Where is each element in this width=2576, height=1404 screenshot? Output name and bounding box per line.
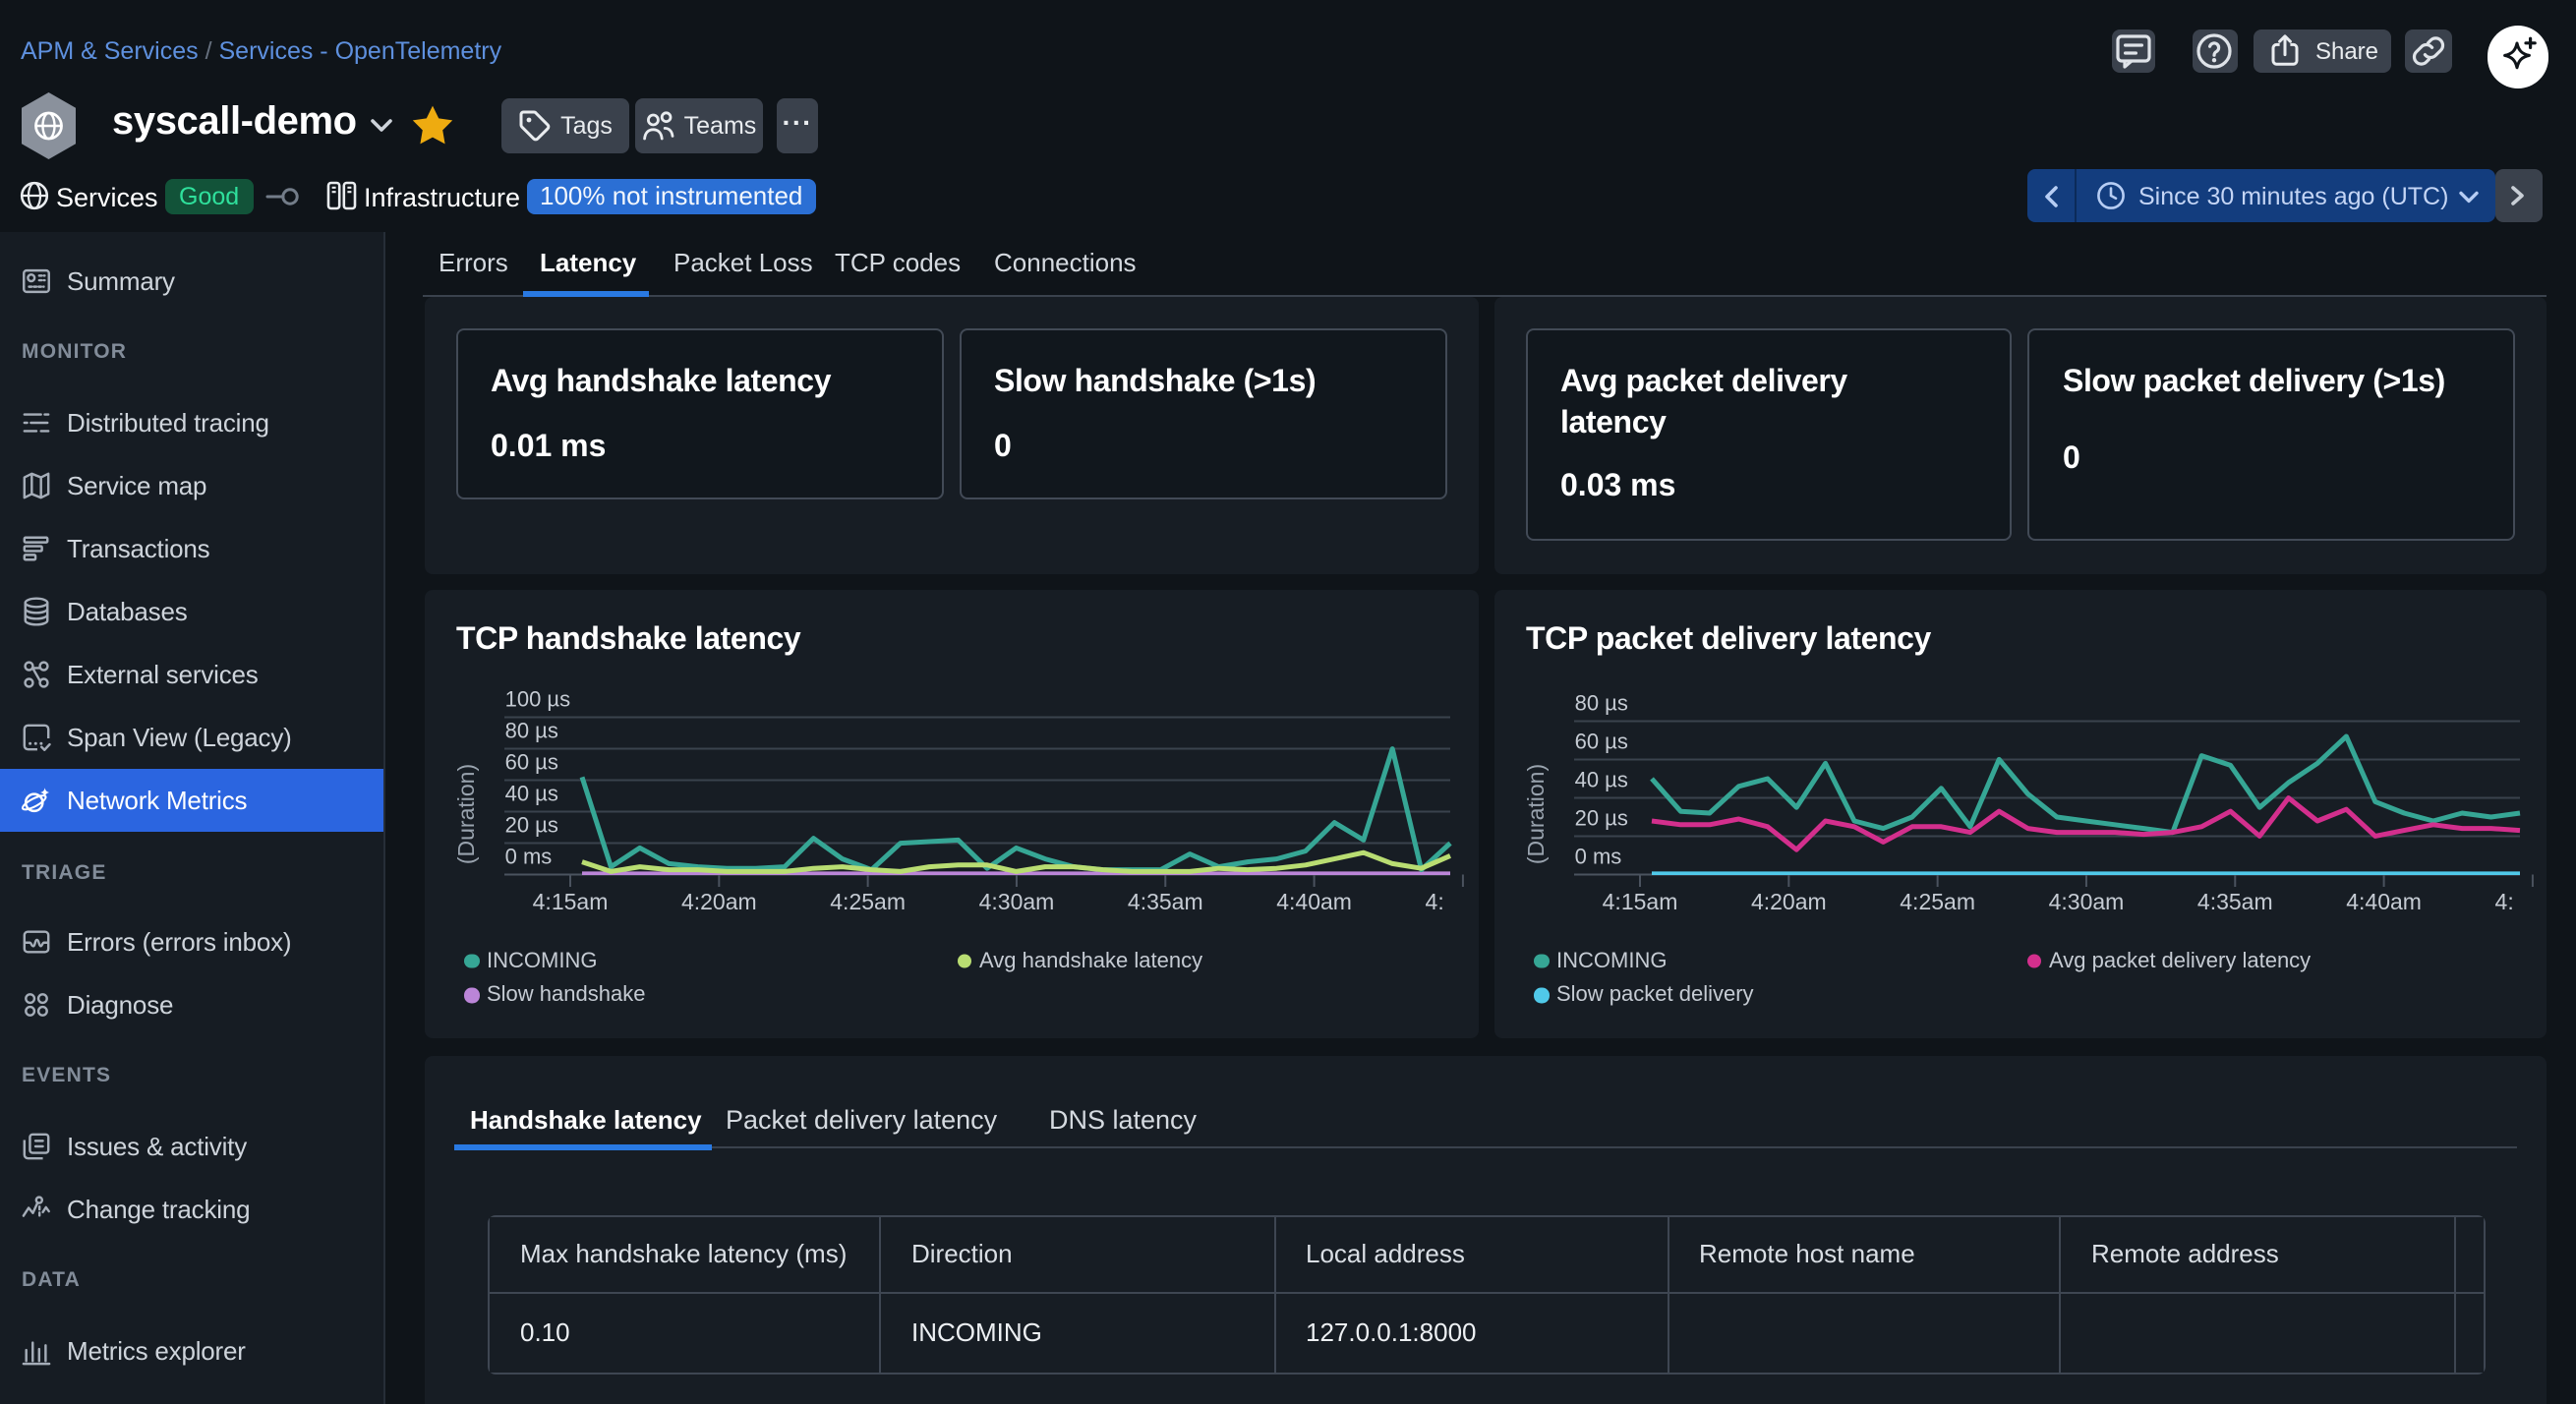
svg-text:4:30am: 4:30am: [978, 889, 1054, 914]
svg-text:4:25am: 4:25am: [1899, 889, 1974, 914]
svg-text:100 µs: 100 µs: [504, 687, 570, 712]
svg-text:4:20am: 4:20am: [680, 889, 756, 914]
svg-text:4:15am: 4:15am: [532, 889, 608, 914]
svg-text:4:30am: 4:30am: [2048, 889, 2124, 914]
svg-text:4:35am: 4:35am: [1127, 889, 1202, 914]
svg-text:(Duration): (Duration): [1522, 764, 1548, 864]
svg-text:4:25am: 4:25am: [829, 889, 905, 914]
svg-text:0 ms: 0 ms: [1574, 845, 1621, 869]
svg-text:4:40am: 4:40am: [1275, 889, 1351, 914]
svg-text:4:35am: 4:35am: [2196, 889, 2272, 914]
svg-text:0 ms: 0 ms: [504, 845, 552, 869]
svg-text:80 µs: 80 µs: [1574, 691, 1627, 716]
svg-text:4:40am: 4:40am: [2345, 889, 2421, 914]
svg-text:20 µs: 20 µs: [1574, 806, 1627, 831]
svg-text:40 µs: 40 µs: [504, 782, 557, 806]
svg-text:80 µs: 80 µs: [504, 719, 557, 743]
svg-text:60 µs: 60 µs: [1574, 730, 1627, 754]
svg-text:40 µs: 40 µs: [1574, 768, 1627, 792]
svg-text:20 µs: 20 µs: [504, 813, 557, 838]
svg-text:4:20am: 4:20am: [1750, 889, 1826, 914]
svg-text:(Duration): (Duration): [452, 764, 478, 864]
svg-text:4:15am: 4:15am: [1602, 889, 1677, 914]
svg-text:60 µs: 60 µs: [504, 750, 557, 775]
svg-text:4:45am: 4:45am: [2494, 889, 2546, 914]
svg-text:4:45am: 4:45am: [1425, 889, 1478, 914]
